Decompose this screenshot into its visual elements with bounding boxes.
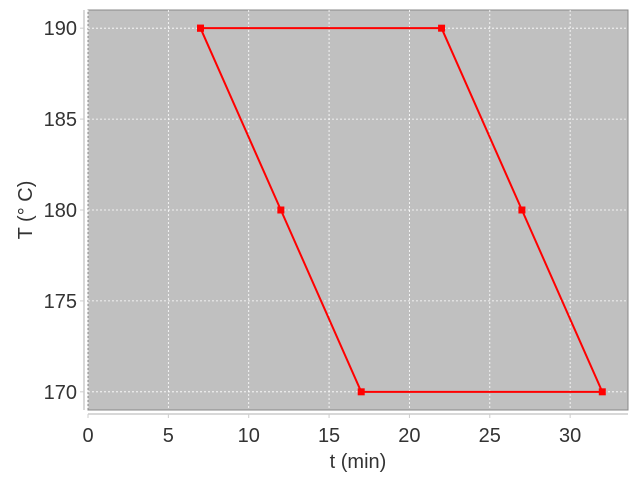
x-tick-label: 0	[82, 425, 93, 447]
data-point	[518, 206, 526, 214]
y-tick-label: 185	[44, 109, 77, 131]
x-tick-label: 15	[318, 425, 340, 447]
y-tick-label: 175	[44, 291, 77, 313]
data-point	[438, 24, 446, 32]
y-axis-label: T (° C)	[15, 181, 37, 240]
y-tick-label: 190	[44, 18, 77, 40]
data-point	[357, 388, 365, 396]
data-point	[197, 24, 204, 32]
y-tick-label: 170	[44, 382, 77, 404]
x-tick-label: 10	[238, 425, 260, 447]
tick-labels: 0 5 10 15 20 25 30 170 175 180 185 190	[44, 18, 582, 447]
series-group	[197, 24, 606, 396]
x-axis-label: t (min)	[330, 451, 387, 473]
data-point	[598, 388, 606, 396]
x-tick-label: 5	[163, 425, 174, 447]
x-tick-label: 20	[398, 425, 420, 447]
y-tick-label: 180	[44, 200, 77, 222]
data-point	[277, 206, 285, 214]
x-tick-label: 30	[559, 425, 581, 447]
x-tick-label: 25	[479, 425, 501, 447]
